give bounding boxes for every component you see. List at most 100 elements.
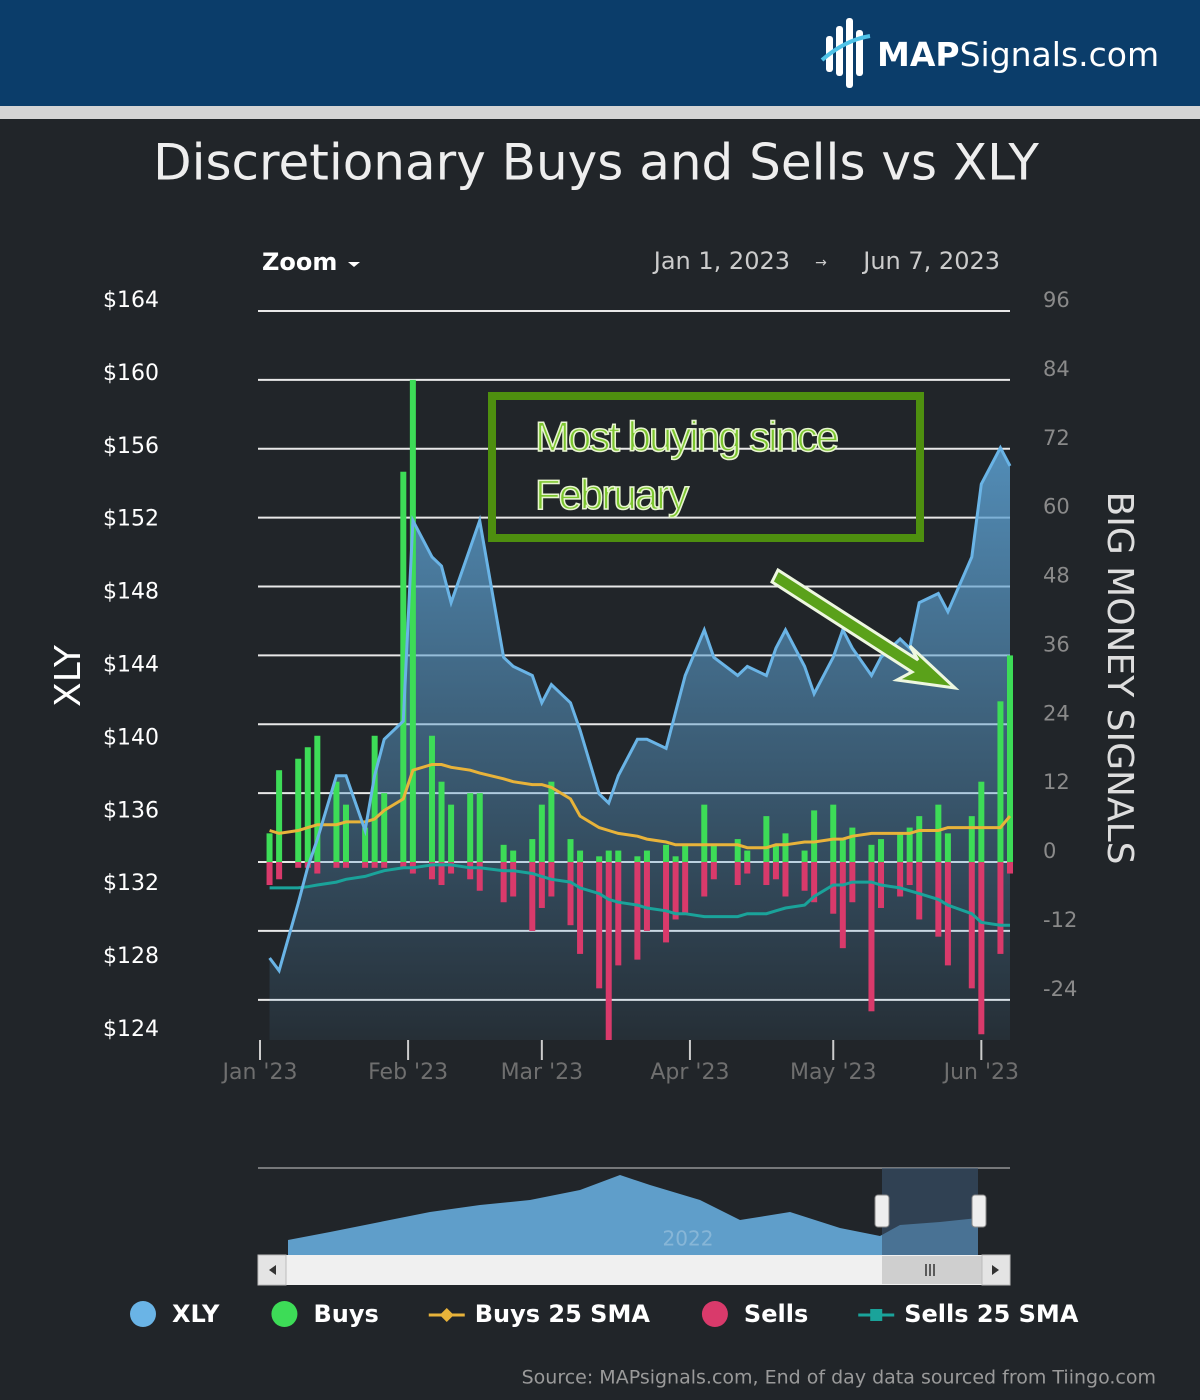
x-tick-label: Jan '23 bbox=[221, 1060, 298, 1085]
legend-label: Sells bbox=[744, 1300, 808, 1328]
bar bbox=[744, 862, 751, 874]
x-tick-label: May '23 bbox=[790, 1060, 877, 1085]
bar bbox=[510, 850, 517, 863]
logo: MAPSignals.com bbox=[877, 35, 1159, 74]
legend-label: XLY bbox=[172, 1300, 220, 1328]
x-tick-label: Apr '23 bbox=[650, 1060, 729, 1085]
bar bbox=[381, 862, 388, 868]
bar bbox=[428, 862, 435, 880]
y-tick-label: $140 bbox=[103, 725, 159, 750]
bar bbox=[266, 833, 273, 863]
y-tick-label: $152 bbox=[103, 507, 159, 532]
bar bbox=[567, 862, 574, 926]
y-tick-label: $148 bbox=[103, 580, 159, 605]
bar bbox=[801, 850, 808, 863]
annotation-text: Most buying since February bbox=[534, 412, 840, 519]
bar bbox=[772, 862, 779, 880]
bar bbox=[467, 793, 474, 863]
bar bbox=[596, 856, 603, 863]
bar bbox=[811, 810, 818, 863]
bar bbox=[906, 862, 913, 886]
scrollbar[interactable] bbox=[257, 1254, 1011, 1286]
bar bbox=[596, 862, 603, 989]
bar bbox=[615, 862, 622, 966]
bar bbox=[710, 862, 717, 880]
x-tick-label: Feb '23 bbox=[368, 1060, 448, 1085]
legend-item[interactable]: Buys 25 SMA bbox=[428, 1300, 651, 1328]
y-tick-label: $156 bbox=[103, 434, 159, 459]
legend-symbol bbox=[701, 1301, 728, 1327]
y2-tick-label: 72 bbox=[1043, 426, 1070, 450]
bar bbox=[448, 804, 455, 863]
y2-tick-label: 36 bbox=[1043, 632, 1070, 656]
bar bbox=[801, 862, 808, 891]
bar bbox=[548, 781, 555, 863]
legend-item[interactable]: Buys bbox=[271, 1300, 379, 1328]
bar bbox=[428, 735, 435, 863]
bar bbox=[682, 862, 689, 914]
bar bbox=[830, 804, 837, 863]
bar bbox=[944, 862, 951, 966]
bar bbox=[763, 816, 770, 863]
legend-item[interactable]: Sells 25 SMA bbox=[858, 1300, 1079, 1328]
bar bbox=[744, 850, 751, 863]
bar bbox=[916, 816, 923, 863]
legend-item[interactable]: Sells bbox=[701, 1300, 808, 1328]
bar bbox=[868, 862, 875, 1012]
bar bbox=[935, 804, 942, 863]
bar bbox=[314, 862, 321, 874]
legend-symbol bbox=[130, 1301, 156, 1327]
zoom-caret[interactable] bbox=[348, 262, 360, 267]
y-tick-label: $160 bbox=[103, 361, 159, 386]
bar bbox=[438, 862, 445, 886]
bar bbox=[782, 833, 789, 863]
plot: -24 -12 0 12 24 36 48 60 72 84 96 $124 $128 $132 $136 $… bbox=[103, 288, 1077, 1085]
bar bbox=[314, 735, 321, 863]
bar bbox=[333, 862, 340, 868]
bar bbox=[734, 839, 741, 863]
y2-tick-label: 84 bbox=[1043, 357, 1070, 381]
bar bbox=[643, 850, 650, 863]
bar bbox=[615, 850, 622, 863]
bar bbox=[409, 379, 416, 863]
range-to[interactable]: Jun 7, 2023 bbox=[861, 247, 1000, 275]
navigator: 2022 bbox=[258, 1167, 1010, 1255]
bar bbox=[782, 862, 789, 897]
bar bbox=[400, 862, 407, 868]
x-tick-label: Mar '23 bbox=[501, 1060, 584, 1085]
bar bbox=[978, 781, 985, 863]
logo-icon bbox=[820, 18, 871, 88]
bar bbox=[333, 781, 340, 863]
header-strip bbox=[0, 106, 1200, 119]
bar bbox=[906, 827, 913, 863]
bar bbox=[577, 850, 584, 863]
bar bbox=[529, 839, 536, 863]
legend-item[interactable]: XLY bbox=[130, 1300, 220, 1328]
bar bbox=[295, 758, 302, 863]
bar bbox=[476, 793, 483, 863]
bar bbox=[916, 862, 923, 920]
bar bbox=[968, 816, 975, 863]
bar bbox=[342, 804, 349, 863]
navigator-label: 2022 bbox=[663, 1227, 714, 1251]
bar bbox=[538, 804, 545, 863]
bar bbox=[510, 862, 517, 897]
legend-label: Buys bbox=[313, 1300, 378, 1328]
y-tick-label: $128 bbox=[103, 944, 159, 969]
bar bbox=[476, 862, 483, 891]
bar bbox=[663, 862, 670, 943]
bar bbox=[682, 844, 689, 863]
range-separator: → bbox=[815, 255, 827, 271]
bar bbox=[997, 701, 1004, 863]
bar bbox=[811, 862, 818, 903]
zoom-button[interactable]: Zoom bbox=[262, 248, 337, 276]
bar bbox=[897, 833, 904, 863]
range-from[interactable]: Jan 1, 2023 bbox=[652, 247, 790, 275]
y-tick-label: $136 bbox=[103, 798, 159, 823]
source-note: Source: MAPsignals.com, End of day data … bbox=[522, 1367, 1156, 1389]
bar bbox=[276, 770, 283, 863]
logo-rest: Signals.com bbox=[960, 35, 1160, 74]
y-tick-label: $132 bbox=[103, 871, 159, 896]
y2-tick-label: -24 bbox=[1043, 977, 1077, 1001]
